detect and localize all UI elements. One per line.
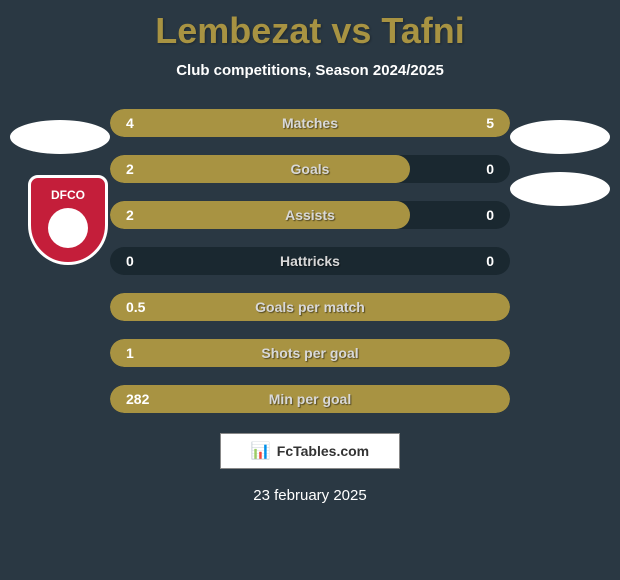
stat-label: Assists: [285, 207, 335, 223]
stat-bar: 0 0 Hattricks: [110, 247, 510, 275]
stat-value-right: 5: [486, 115, 494, 131]
stat-label: Hattricks: [280, 253, 340, 269]
stat-bar: 2 0 Assists: [110, 201, 510, 229]
stat-label: Goals: [291, 161, 330, 177]
stat-value-left: 2: [126, 161, 134, 177]
subtitle: Club competitions, Season 2024/2025: [0, 62, 620, 79]
bar-left-fill: [110, 201, 410, 229]
stat-label: Shots per goal: [261, 345, 358, 361]
stat-row: 0 0 Hattricks: [0, 247, 620, 275]
stat-row: 1 Shots per goal: [0, 339, 620, 367]
stat-value-left: 282: [126, 391, 149, 407]
stat-row: 4 5 Matches: [0, 109, 620, 137]
stat-label: Goals per match: [255, 299, 365, 315]
stat-row: 2 0 Goals: [0, 155, 620, 183]
stat-value-left: 0: [126, 253, 134, 269]
stat-bar: 2 0 Goals: [110, 155, 510, 183]
stat-value-left: 2: [126, 207, 134, 223]
stat-label: Matches: [282, 115, 338, 131]
stat-bar: 4 5 Matches: [110, 109, 510, 137]
stat-value-left: 4: [126, 115, 134, 131]
footer-label: FcTables.com: [277, 443, 369, 459]
stats-container: 4 5 Matches 2 0 Goals 2 0 Assists 0 0 Hattricks 0.5 G…: [0, 109, 620, 413]
footer-site-badge[interactable]: 📊 FcTables.com: [220, 433, 400, 469]
stat-row: 2 0 Assists: [0, 201, 620, 229]
chart-icon: 📊: [251, 441, 271, 461]
bar-left-fill: [110, 155, 410, 183]
stat-value-left: 1: [126, 345, 134, 361]
stat-value-left: 0.5: [126, 299, 145, 315]
stat-value-right: 0: [486, 161, 494, 177]
stat-row: 0.5 Goals per match: [0, 293, 620, 321]
date-label: 23 february 2025: [0, 487, 620, 504]
stat-row: 282 Min per goal: [0, 385, 620, 413]
stat-value-right: 0: [486, 253, 494, 269]
bar-left-fill: [110, 109, 286, 137]
stat-bar: 1 Shots per goal: [110, 339, 510, 367]
stat-label: Min per goal: [269, 391, 351, 407]
stat-bar: 0.5 Goals per match: [110, 293, 510, 321]
stat-bar: 282 Min per goal: [110, 385, 510, 413]
stat-value-right: 0: [486, 207, 494, 223]
page-title: Lembezat vs Tafni: [0, 0, 620, 52]
